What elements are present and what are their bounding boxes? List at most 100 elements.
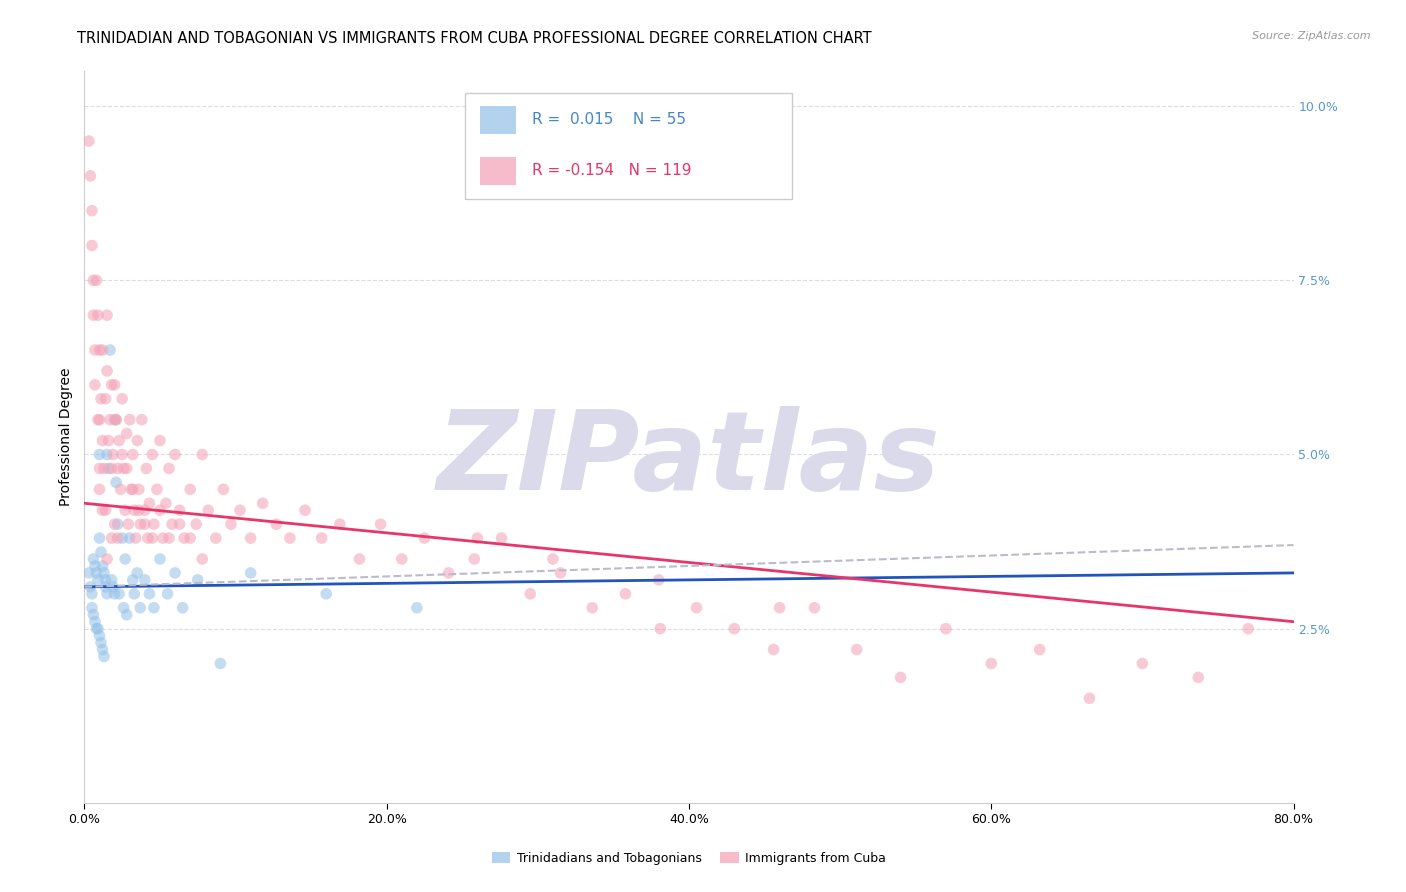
- Point: [197, 503, 219, 517]
- Point: [128, 503, 150, 517]
- Point: [86, 566, 108, 580]
- Text: TRINIDADIAN AND TOBAGONIAN VS IMMIGRANTS FROM CUBA PROFESSIONAL DEGREE CORRELATI: TRINIDADIAN AND TOBAGONIAN VS IMMIGRANTS…: [77, 31, 872, 46]
- Point: [146, 483, 169, 497]
- Point: [890, 670, 912, 684]
- Point: [120, 483, 142, 497]
- Point: [315, 587, 337, 601]
- Point: [152, 531, 174, 545]
- FancyBboxPatch shape: [465, 94, 792, 200]
- FancyBboxPatch shape: [479, 106, 516, 134]
- Point: [723, 622, 745, 636]
- Point: [128, 483, 150, 497]
- Point: [266, 517, 288, 532]
- Point: [89, 531, 111, 545]
- Text: R = -0.154   N = 119: R = -0.154 N = 119: [531, 163, 692, 178]
- Point: [96, 448, 118, 462]
- Point: [173, 531, 195, 545]
- Point: [90, 392, 112, 406]
- Point: [89, 448, 111, 462]
- Point: [650, 622, 672, 636]
- Point: [187, 573, 209, 587]
- Point: [769, 600, 792, 615]
- Point: [105, 475, 128, 490]
- Point: [82, 552, 104, 566]
- Point: [413, 531, 436, 545]
- Point: [117, 517, 139, 532]
- Point: [101, 448, 124, 462]
- Point: [205, 531, 228, 545]
- Point: [125, 531, 148, 545]
- Point: [1187, 670, 1209, 684]
- Point: [101, 580, 124, 594]
- Point: [91, 503, 114, 517]
- Point: [84, 615, 107, 629]
- Point: [172, 600, 194, 615]
- Point: [98, 412, 121, 426]
- Point: [118, 531, 141, 545]
- Point: [90, 545, 112, 559]
- Point: [127, 434, 149, 448]
- Point: [648, 573, 671, 587]
- Point: [157, 461, 180, 475]
- Point: [79, 580, 101, 594]
- Point: [110, 483, 132, 497]
- Point: [239, 531, 262, 545]
- Point: [191, 448, 214, 462]
- Point: [142, 600, 165, 615]
- Point: [115, 607, 138, 622]
- Point: [212, 483, 235, 497]
- Point: [463, 552, 485, 566]
- Point: [294, 503, 316, 517]
- Point: [135, 461, 157, 475]
- Point: [114, 552, 136, 566]
- Point: [115, 461, 138, 475]
- Point: [94, 392, 117, 406]
- Point: [96, 308, 118, 322]
- Point: [104, 587, 127, 601]
- Point: [107, 461, 129, 475]
- Point: [96, 552, 118, 566]
- Point: [141, 531, 163, 545]
- Point: [134, 517, 156, 532]
- Point: [406, 600, 429, 615]
- Point: [111, 531, 134, 545]
- Point: [118, 412, 141, 426]
- Point: [138, 587, 160, 601]
- Point: [229, 503, 252, 517]
- Point: [142, 517, 165, 532]
- Point: [91, 642, 114, 657]
- Point: [104, 412, 127, 426]
- Point: [129, 600, 152, 615]
- Point: [685, 600, 707, 615]
- Point: [138, 496, 160, 510]
- FancyBboxPatch shape: [479, 157, 516, 185]
- Point: [1237, 622, 1260, 636]
- Point: [105, 412, 128, 426]
- Point: [155, 496, 177, 510]
- Point: [80, 587, 103, 601]
- Point: [100, 573, 122, 587]
- Point: [114, 503, 136, 517]
- Point: [311, 531, 333, 545]
- Point: [252, 496, 274, 510]
- Point: [107, 531, 129, 545]
- Point: [80, 238, 103, 252]
- Point: [209, 657, 232, 671]
- Point: [107, 517, 129, 532]
- Point: [581, 600, 603, 615]
- Point: [134, 503, 156, 517]
- Point: [169, 517, 191, 532]
- Point: [149, 503, 172, 517]
- Point: [87, 412, 110, 426]
- Point: [129, 517, 152, 532]
- Point: [86, 622, 108, 636]
- Point: [89, 343, 111, 357]
- Point: [149, 552, 172, 566]
- Point: [370, 517, 392, 532]
- Point: [84, 558, 107, 573]
- Point: [94, 580, 117, 594]
- Point: [87, 622, 110, 636]
- Point: [160, 517, 183, 532]
- Point: [105, 412, 128, 426]
- Point: [179, 483, 201, 497]
